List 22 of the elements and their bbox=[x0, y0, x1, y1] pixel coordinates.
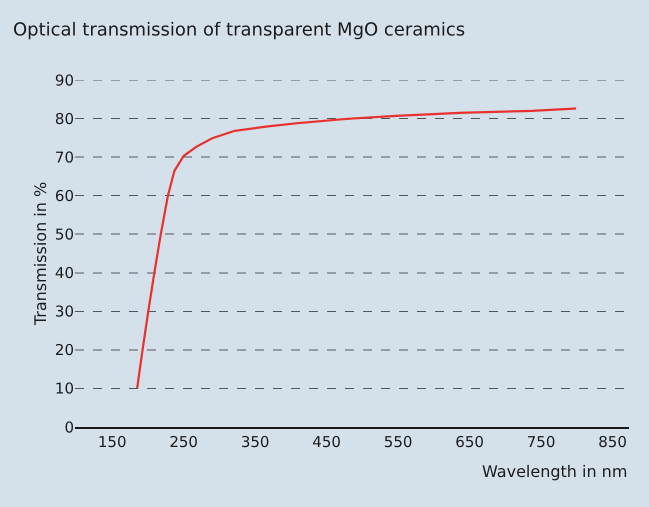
y-tick-label: 20 bbox=[54, 341, 74, 360]
x-tick-label: 650 bbox=[455, 432, 484, 451]
y-tick-label: 50 bbox=[54, 225, 74, 244]
x-tick-label: 150 bbox=[98, 432, 126, 451]
y-tick-label: 10 bbox=[54, 380, 74, 398]
x-tick-label: 250 bbox=[169, 432, 198, 451]
y-tick-label: 60 bbox=[54, 186, 74, 205]
line-series bbox=[136, 107, 578, 390]
x-tick-label: 850 bbox=[598, 432, 627, 451]
chart-title: Optical transmission of transparent MgO ceramics bbox=[12, 19, 466, 40]
x-axis-title: Wavelength in nm bbox=[482, 462, 628, 481]
y-tick-label: 0 bbox=[64, 418, 74, 436]
y-tick-label: 30 bbox=[54, 302, 74, 321]
x-tick-label: 350 bbox=[240, 432, 270, 451]
x-tick-label: 450 bbox=[312, 432, 341, 451]
y-tick-label: 90 bbox=[54, 71, 74, 90]
x-tick-label: 550 bbox=[384, 432, 412, 451]
y-tick-label: 70 bbox=[54, 148, 74, 166]
y-axis-title: Transmission in % bbox=[30, 182, 50, 326]
y-tick-label: 80 bbox=[54, 110, 74, 128]
y-tick-label: 40 bbox=[54, 264, 74, 282]
x-tick-label: 750 bbox=[526, 432, 556, 451]
